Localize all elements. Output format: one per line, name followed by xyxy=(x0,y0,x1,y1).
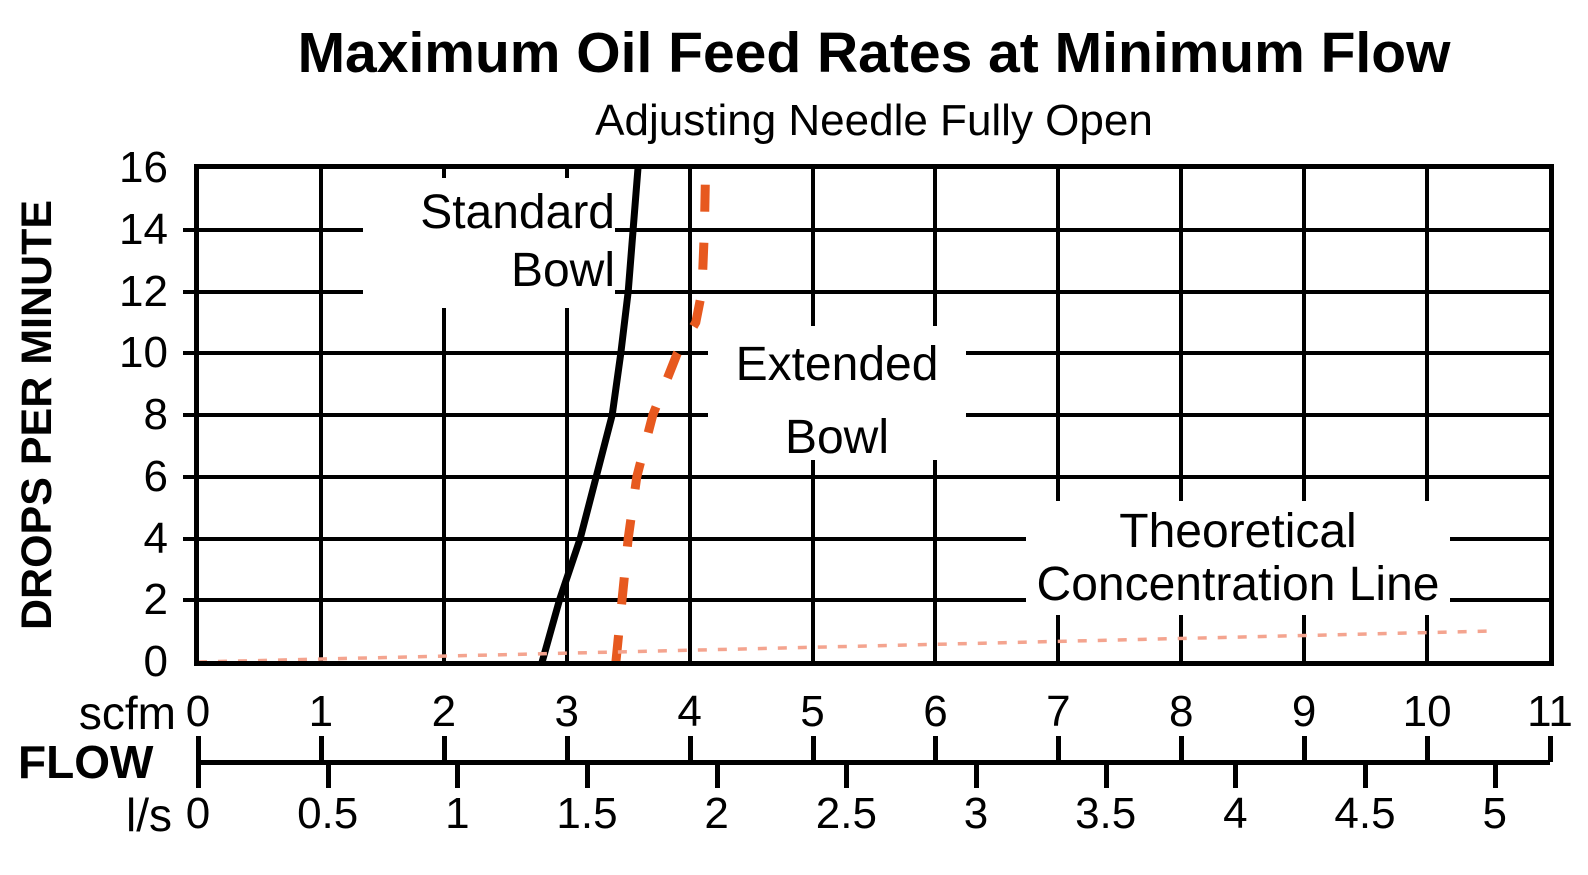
h-gridline-12 xyxy=(183,289,1550,294)
flow-axis-scfm-tick-6 xyxy=(933,736,939,762)
scfm-tick-label-2: 2 xyxy=(431,687,457,736)
h-gridline-4 xyxy=(183,536,1550,541)
ls-tick-label-4: 4 xyxy=(1223,789,1248,838)
v-gridline-2 xyxy=(441,168,446,662)
extended-bowl-label: Extended Bowl xyxy=(708,326,966,464)
y-tick-label-10: 10 xyxy=(119,328,168,378)
flow-axis-ls-tick-3 xyxy=(974,763,979,788)
flow-axis-scfm-tick-5 xyxy=(810,736,816,762)
theoretical-line-label: Theoretical Concentration Line xyxy=(1026,501,1450,615)
theoretical-line-label-line1: Theoretical xyxy=(1119,505,1357,558)
flow-axis-scfm-tick-1 xyxy=(318,736,324,762)
ls-tick-label-5: 5 xyxy=(1482,789,1507,838)
flow-axis-ruler xyxy=(196,760,1550,765)
v-gridline-9 xyxy=(1302,168,1307,662)
flow-axis-ls-tick-2 xyxy=(714,763,720,788)
flow-axis-ls-tick-3.5 xyxy=(1103,763,1109,788)
ls-tick-label-3: 3 xyxy=(963,789,989,838)
chart-title: Maximum Oil Feed Rates at Minimum Flow xyxy=(297,21,1451,85)
flow-axis-ls-tick-1.5 xyxy=(585,763,590,788)
scfm-tick-label-1: 1 xyxy=(308,687,334,736)
scfm-tick-label-5: 5 xyxy=(800,687,825,736)
v-gridline-7 xyxy=(1056,168,1061,662)
ls-tick-label-3.5: 3.5 xyxy=(1075,789,1137,838)
scfm-tick-label-4: 4 xyxy=(677,687,702,736)
scfm-tick-label-11: 11 xyxy=(1527,687,1573,736)
standard-bowl-label-line2: Bowl xyxy=(510,244,615,297)
v-gridline-3 xyxy=(564,168,569,662)
y-axis-title: DROPS PER MINUTE xyxy=(13,199,61,631)
standard-bowl-label: Standard Bowl xyxy=(363,178,615,308)
v-gridline-1 xyxy=(318,168,323,662)
ls-tick-label-2.5: 2.5 xyxy=(815,789,877,838)
curves-svg xyxy=(197,167,1489,664)
flow-axis-title: FLOW xyxy=(18,736,154,788)
plot-area: Standard Bowl Extended Bowl Theoretical … xyxy=(183,164,1554,666)
extended-bowl-label-line1: Extended xyxy=(735,338,939,391)
ls-tick-label-1.5: 1.5 xyxy=(556,789,618,838)
ls-unit-label: l/s xyxy=(126,789,172,841)
scfm-tick-label-7: 7 xyxy=(1046,687,1071,736)
y-tick-label-12: 12 xyxy=(119,266,168,316)
flow-axis-ls-tick-1 xyxy=(455,763,461,788)
flow-axis-scfm-tick-2 xyxy=(441,736,447,762)
curve-standard-bowl xyxy=(538,167,642,663)
ls-tick-label-4.5: 4.5 xyxy=(1334,789,1396,838)
extended-bowl-label-line2: Bowl xyxy=(784,411,890,464)
scfm-unit-label: scfm xyxy=(78,687,176,739)
ls-tick-label-2: 2 xyxy=(704,789,729,838)
y-tick-label-14: 14 xyxy=(119,204,168,254)
curve-extended-bowl xyxy=(611,167,711,663)
curve-theoretical-concentration-line xyxy=(197,629,1489,664)
theoretical-line-label-line2: Concentration Line xyxy=(1036,558,1440,611)
h-gridline-6 xyxy=(183,474,1550,479)
ls-tick-label-0: 0 xyxy=(185,789,211,838)
ls-tick-label-1: 1 xyxy=(445,789,470,838)
scfm-tick-label-8: 8 xyxy=(1169,687,1194,736)
y-tick-label-16: 16 xyxy=(119,143,168,192)
y-tick-label-2: 2 xyxy=(143,575,168,625)
flow-axis-scfm-tick-9 xyxy=(1302,736,1308,762)
flow-axis-ls-tick-4.5 xyxy=(1363,763,1369,788)
y-tick-label-4: 4 xyxy=(143,513,168,563)
flow-axis-scfm-tick-3 xyxy=(564,736,570,762)
flow-axis-scfm-tick-7 xyxy=(1056,736,1062,762)
standard-bowl-label-line1: Standard xyxy=(420,186,615,239)
flow-axis-scfm-tick-10 xyxy=(1425,736,1431,762)
flow-axis-scfm-tick-8 xyxy=(1179,736,1185,762)
scfm-tick-label-6: 6 xyxy=(923,687,948,736)
scfm-tick-label-10: 10 xyxy=(1402,687,1452,736)
flow-axis-scfm-tick-4 xyxy=(687,736,693,762)
flow-axis-scfm-tick-11 xyxy=(1548,736,1553,762)
chart-subtitle: Adjusting Needle Fully Open xyxy=(595,96,1153,145)
y-tick-label-8: 8 xyxy=(143,390,168,439)
flow-axis-origin-tick xyxy=(196,736,201,788)
flow-axis-ls-tick-2.5 xyxy=(844,763,850,788)
flow-axis-ls-tick-4 xyxy=(1233,763,1239,788)
y-tick-label-6: 6 xyxy=(143,451,168,501)
h-gridline-2 xyxy=(183,598,1550,603)
flow-axis-ls-tick-5 xyxy=(1492,763,1498,788)
flow-axis-ls-tick-0.5 xyxy=(325,763,331,788)
ls-tick-label-0.5: 0.5 xyxy=(297,789,359,838)
scfm-tick-label-0: 0 xyxy=(185,687,211,736)
scfm-tick-label-3: 3 xyxy=(554,687,579,736)
v-gridline-10 xyxy=(1425,168,1430,662)
v-gridline-8 xyxy=(1179,168,1184,662)
scfm-tick-label-9: 9 xyxy=(1291,687,1317,736)
h-gridline-14 xyxy=(183,227,1550,232)
y-tick-label-0: 0 xyxy=(143,637,168,686)
v-gridline-4 xyxy=(687,168,692,662)
